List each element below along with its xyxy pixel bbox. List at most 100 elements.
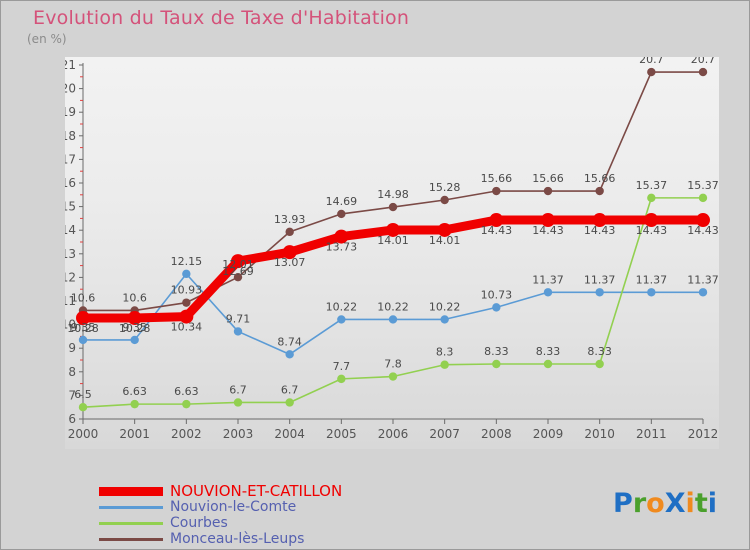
data-point[interactable] — [282, 245, 297, 260]
series-2 — [78, 193, 708, 412]
data-label: 14.01 — [377, 234, 409, 247]
data-point[interactable] — [334, 229, 349, 244]
logo-letter: t — [694, 488, 708, 519]
data-label: 10.22 — [429, 300, 461, 313]
chart-legend: NOUVION-ET-CATILLON Nouvion-le-Comte Cou… — [99, 483, 342, 547]
data-point[interactable] — [543, 288, 553, 297]
data-label: 15.66 — [584, 172, 616, 185]
y-tick-label: 15 — [65, 200, 76, 214]
data-point[interactable] — [647, 67, 656, 77]
x-tick-label: 2012 — [688, 427, 719, 441]
y-tick-label: 6 — [68, 412, 76, 426]
x-tick-label: 2003 — [223, 427, 254, 441]
data-label: 11.37 — [532, 273, 564, 286]
data-point[interactable] — [233, 398, 243, 407]
x-tick-label: 2004 — [274, 427, 305, 441]
data-point[interactable] — [489, 213, 504, 228]
data-point[interactable] — [233, 272, 243, 282]
legend-swatch-icon — [99, 486, 163, 496]
x-tick-label: 2006 — [378, 427, 409, 441]
data-label: 10.28 — [119, 322, 150, 335]
proxiti-logo[interactable]: ProXiti — [613, 488, 717, 519]
data-label: 14.43 — [481, 224, 513, 237]
data-label: 10.22 — [326, 300, 358, 313]
y-tick-label: 19 — [65, 105, 76, 119]
x-tick-label: 2009 — [533, 427, 564, 441]
data-point[interactable] — [130, 399, 139, 409]
data-point[interactable] — [492, 359, 501, 369]
data-point[interactable] — [696, 213, 710, 228]
data-point[interactable] — [440, 360, 449, 369]
data-point[interactable] — [388, 372, 398, 381]
data-point[interactable] — [337, 209, 346, 219]
data-point[interactable] — [182, 399, 191, 409]
data-label: 12.01 — [222, 258, 254, 271]
data-point[interactable] — [285, 398, 294, 407]
data-point[interactable] — [440, 195, 449, 205]
y-tick-label: 16 — [65, 176, 76, 190]
data-label: 7.8 — [384, 358, 402, 371]
data-label: 8.33 — [484, 345, 509, 358]
data-point[interactable] — [388, 202, 398, 212]
data-point[interactable] — [647, 288, 656, 297]
data-point[interactable] — [437, 222, 452, 237]
data-label: 9.71 — [226, 312, 251, 325]
data-point[interactable] — [337, 315, 346, 324]
data-point[interactable] — [78, 403, 88, 412]
data-point[interactable] — [492, 186, 501, 196]
legend-item-monceau-les-leups[interactable]: Monceau-lès-Leups — [99, 531, 342, 547]
data-point[interactable] — [233, 327, 243, 336]
data-label: 13.93 — [274, 213, 306, 226]
data-point[interactable] — [698, 193, 708, 203]
logo-letter: i — [685, 488, 695, 519]
data-point[interactable] — [543, 359, 553, 369]
logo-letter: r — [632, 488, 647, 519]
data-point[interactable] — [179, 309, 194, 324]
data-point[interactable] — [698, 67, 708, 77]
data-point[interactable] — [130, 335, 139, 345]
data-label: 10.73 — [481, 288, 513, 301]
data-point[interactable] — [285, 350, 294, 359]
data-label: 11.37 — [636, 273, 668, 286]
data-label: 12.69 — [222, 265, 254, 278]
y-tick-label: 21 — [65, 58, 76, 72]
y-tick-label: 13 — [65, 247, 76, 261]
y-tick-label: 9 — [68, 341, 76, 355]
data-point[interactable] — [78, 335, 88, 345]
data-point[interactable] — [595, 186, 604, 196]
data-label: 14.01 — [429, 234, 461, 247]
data-point[interactable] — [76, 310, 90, 325]
data-point[interactable] — [644, 213, 659, 228]
data-label: 8.33 — [587, 345, 612, 358]
legend-item-courbes[interactable]: Courbes — [99, 515, 342, 531]
data-point[interactable] — [595, 359, 604, 369]
data-label: 14.43 — [584, 224, 616, 237]
data-label: 15.37 — [687, 179, 719, 192]
legend-item-nouvion-et-catillon[interactable]: NOUVION-ET-CATILLON — [99, 483, 342, 499]
data-point[interactable] — [492, 303, 501, 312]
data-point[interactable] — [595, 288, 604, 297]
data-point[interactable] — [388, 315, 398, 324]
data-point[interactable] — [647, 193, 656, 203]
data-point[interactable] — [231, 254, 245, 269]
data-point[interactable] — [182, 298, 191, 307]
data-point[interactable] — [543, 186, 553, 196]
data-label: 9.35 — [122, 321, 146, 334]
data-label: 11.37 — [687, 273, 719, 286]
data-point[interactable] — [386, 222, 400, 237]
data-point[interactable] — [698, 288, 708, 297]
data-label: 6.5 — [74, 388, 92, 401]
data-point[interactable] — [337, 374, 346, 384]
data-label: 14.43 — [687, 224, 719, 237]
data-point[interactable] — [127, 310, 142, 325]
x-tick-label: 2001 — [119, 427, 150, 441]
data-label: 15.66 — [481, 172, 513, 185]
data-point[interactable] — [592, 213, 607, 228]
data-label: 6.63 — [122, 385, 146, 398]
data-point[interactable] — [541, 213, 555, 228]
data-point[interactable] — [285, 227, 294, 237]
legend-item-nouvion-le-comte[interactable]: Nouvion-le-Comte — [99, 499, 342, 515]
data-point[interactable] — [440, 315, 449, 324]
logo-letter: P — [613, 488, 633, 519]
data-point[interactable] — [182, 269, 191, 279]
